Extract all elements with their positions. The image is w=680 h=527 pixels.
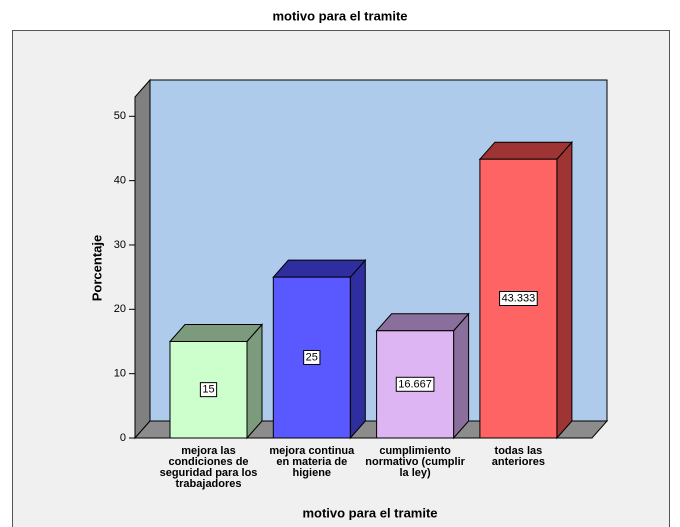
y-tick-label: 50 (114, 110, 126, 122)
value-label: 43.333 (502, 293, 536, 305)
y-tick-label: 10 (114, 368, 126, 380)
y-axis-title: Porcentaje (89, 235, 104, 301)
x-tick-label: mejora las condiciones de seguridad para… (159, 445, 258, 490)
bar-side (453, 312, 470, 440)
x-axis-title: motivo para el tramite (302, 505, 437, 520)
bar-top (375, 313, 470, 332)
bar-top (168, 323, 264, 342)
x-tick-label: todas las anteriores (491, 445, 545, 468)
value-label: 15 (202, 384, 214, 396)
value-label-box (303, 349, 321, 365)
y-tick-label: 20 (114, 303, 126, 315)
chart-title: motivo para el tramite (272, 8, 407, 23)
x-tick-label: mejora continua en materia de higiene (269, 445, 355, 479)
value-label-box (199, 382, 218, 398)
value-label: 16.667 (398, 378, 432, 390)
x-tick-label: cumplimiento normativo (cumplir la ley) (365, 445, 465, 479)
value-label-box (499, 291, 538, 307)
y-tick-label: 0 (120, 432, 126, 444)
value-label-box (395, 376, 435, 392)
y-tick-label: 30 (114, 239, 126, 251)
left-wall (134, 78, 151, 440)
value-label: 25 (306, 351, 318, 363)
bar-side (349, 258, 366, 440)
bar-top (478, 141, 574, 160)
bar-top (272, 259, 367, 278)
y-tick-label: 40 (114, 175, 126, 187)
bar-side (556, 140, 573, 440)
bar-side (246, 323, 263, 440)
